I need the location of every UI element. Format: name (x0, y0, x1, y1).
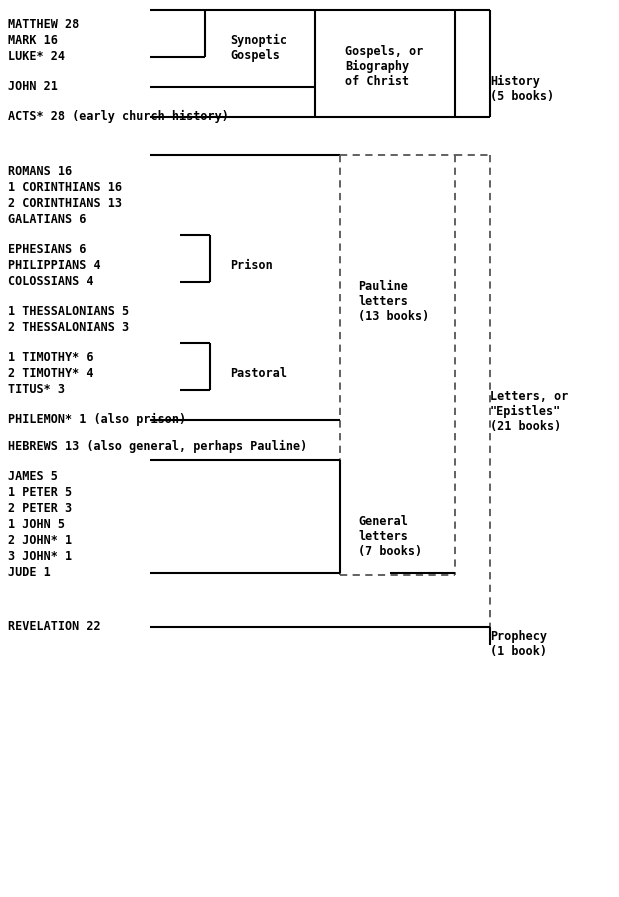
Text: Letters, or
"Epistles"
(21 books): Letters, or "Epistles" (21 books) (490, 390, 568, 433)
Text: JOHN 21: JOHN 21 (8, 80, 58, 93)
Text: 2 CORINTHIANS 13: 2 CORINTHIANS 13 (8, 197, 122, 210)
Text: MARK 16: MARK 16 (8, 34, 58, 47)
Text: JAMES 5: JAMES 5 (8, 470, 58, 483)
Text: 2 THESSALONIANS 3: 2 THESSALONIANS 3 (8, 321, 129, 334)
Text: GALATIANS 6: GALATIANS 6 (8, 213, 87, 226)
Text: EPHESIANS 6: EPHESIANS 6 (8, 243, 87, 256)
Text: JUDE 1: JUDE 1 (8, 566, 51, 579)
Text: 2 PETER 3: 2 PETER 3 (8, 502, 72, 515)
Text: 1 PETER 5: 1 PETER 5 (8, 486, 72, 499)
Text: 2 TIMOTHY* 4: 2 TIMOTHY* 4 (8, 367, 93, 380)
Text: ROMANS 16: ROMANS 16 (8, 165, 72, 178)
Text: 3 JOHN* 1: 3 JOHN* 1 (8, 550, 72, 563)
Text: COLOSSIANS 4: COLOSSIANS 4 (8, 275, 93, 288)
Text: 2 JOHN* 1: 2 JOHN* 1 (8, 534, 72, 547)
Text: ACTS* 28 (early church history): ACTS* 28 (early church history) (8, 110, 229, 123)
Text: PHILIPPIANS 4: PHILIPPIANS 4 (8, 259, 101, 272)
Text: 1 TIMOTHY* 6: 1 TIMOTHY* 6 (8, 351, 93, 364)
Text: PHILEMON* 1 (also prison): PHILEMON* 1 (also prison) (8, 413, 186, 426)
Text: Pastoral: Pastoral (230, 367, 287, 380)
Text: Synoptic
Gospels: Synoptic Gospels (230, 34, 287, 62)
Text: Gospels, or
Biography
of Christ: Gospels, or Biography of Christ (345, 45, 423, 88)
Text: History
(5 books): History (5 books) (490, 75, 554, 103)
Text: 1 THESSALONIANS 5: 1 THESSALONIANS 5 (8, 305, 129, 318)
Text: LUKE* 24: LUKE* 24 (8, 50, 65, 63)
Text: Prophecy
(1 book): Prophecy (1 book) (490, 630, 547, 658)
Text: General
letters
(7 books): General letters (7 books) (358, 515, 422, 558)
Text: TITUS* 3: TITUS* 3 (8, 383, 65, 396)
Text: HEBREWS 13 (also general, perhaps Pauline): HEBREWS 13 (also general, perhaps Paulin… (8, 440, 307, 453)
Text: REVELATION 22: REVELATION 22 (8, 620, 101, 633)
Text: Pauline
letters
(13 books): Pauline letters (13 books) (358, 280, 429, 323)
Text: 1 JOHN 5: 1 JOHN 5 (8, 518, 65, 531)
Text: 1 CORINTHIANS 16: 1 CORINTHIANS 16 (8, 181, 122, 194)
Text: MATTHEW 28: MATTHEW 28 (8, 18, 79, 31)
Text: Prison: Prison (230, 259, 273, 272)
